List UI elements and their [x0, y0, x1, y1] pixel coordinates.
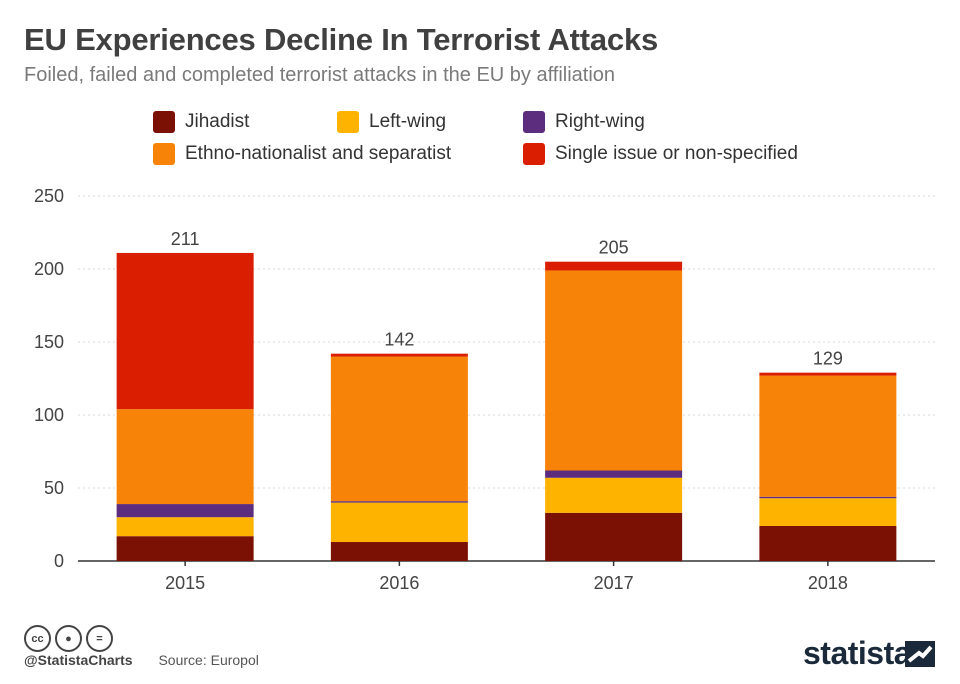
- y-tick-label: 150: [34, 332, 64, 352]
- chart-title: EU Experiences Decline In Terrorist Atta…: [24, 22, 659, 57]
- source-note: Source: Europol: [158, 652, 259, 668]
- legend-label-single-issue: Single issue or non-specified: [555, 143, 798, 164]
- statista-logo-icon: [905, 641, 935, 667]
- legend-label-right-wing: Right-wing: [555, 111, 645, 132]
- bar-segment: [545, 512, 683, 561]
- bar-segment: [116, 252, 254, 410]
- bar-segment: [545, 270, 683, 471]
- bar-segment: [116, 517, 254, 537]
- legend-item-right-wing: Right-wing: [523, 111, 645, 133]
- bar-segment: [116, 409, 254, 505]
- bar-segment: [330, 353, 468, 357]
- statista-handle: @StatistaCharts: [24, 652, 133, 668]
- bar-segment: [545, 477, 683, 513]
- legend-swatch-left-wing: [337, 111, 359, 133]
- bar-segment: [759, 372, 897, 376]
- bar-segment: [545, 470, 683, 478]
- bar-segment: [330, 501, 468, 503]
- bar-segment: [759, 375, 897, 497]
- x-tick-label: 2018: [808, 573, 848, 593]
- footer-text: @StatistaCharts Source: Europol: [24, 652, 259, 668]
- legend-swatch-ethno-nationalist: [153, 143, 175, 165]
- statista-brand: statista: [803, 635, 912, 671]
- bar-segment: [759, 496, 897, 499]
- stacked-bar-chart: 0 50 100 150 200 250 211 2015 142 2016 205 2017 129 2…: [34, 186, 935, 593]
- y-tick-label: 0: [54, 551, 64, 571]
- bar-segment: [116, 504, 254, 518]
- total-label: 129: [813, 349, 843, 369]
- total-label: 211: [171, 229, 200, 249]
- bar-segment: [759, 498, 897, 526]
- bar-segment: [116, 536, 254, 561]
- legend-item-left-wing: Left-wing: [337, 111, 446, 133]
- y-tick-label: 200: [34, 259, 64, 279]
- y-tick-label: 100: [34, 405, 64, 425]
- by-icon: ●: [55, 625, 82, 652]
- legend-item-single-issue: Single issue or non-specified: [523, 143, 798, 165]
- bar-segment: [330, 356, 468, 502]
- cc-icon: cc: [24, 625, 51, 652]
- bar-segment: [545, 261, 683, 271]
- x-tick-label: 2017: [594, 573, 634, 593]
- total-label: 142: [384, 330, 414, 350]
- legend-swatch-right-wing: [523, 111, 545, 133]
- bar-segment: [330, 542, 468, 561]
- legend-item-ethno-nationalist: Ethno-nationalist and separatist: [153, 143, 451, 165]
- total-label: 205: [599, 238, 629, 258]
- license-icons: cc ● =: [24, 625, 113, 652]
- y-tick-label: 250: [34, 186, 64, 206]
- chart-subtitle: Foiled, failed and completed terrorist a…: [24, 64, 616, 86]
- bar-segment: [330, 502, 468, 543]
- legend-swatch-single-issue: [523, 143, 545, 165]
- x-tick-label: 2016: [379, 573, 419, 593]
- legend-label-jihadist: Jihadist: [185, 111, 250, 132]
- y-tick-label: 50: [44, 478, 64, 498]
- nd-icon: =: [86, 625, 113, 652]
- legend-item-jihadist: Jihadist: [153, 111, 249, 133]
- legend-label-left-wing: Left-wing: [369, 111, 447, 132]
- legend-swatch-jihadist: [153, 111, 175, 133]
- legend-label-ethno-nationalist: Ethno-nationalist and separatist: [185, 143, 452, 164]
- bar-segment: [759, 525, 897, 561]
- x-tick-label: 2015: [165, 573, 205, 593]
